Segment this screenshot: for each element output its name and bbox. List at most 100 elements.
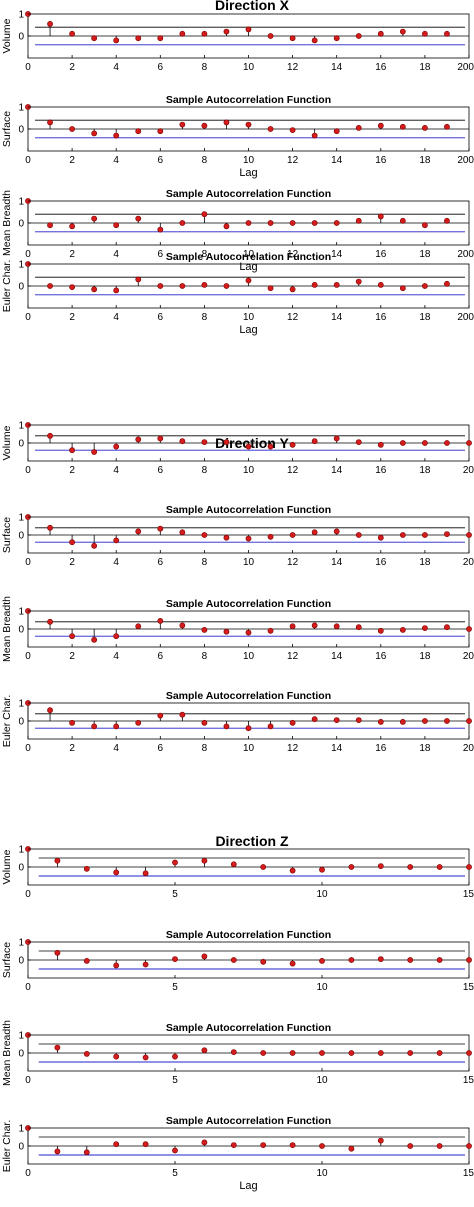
stem-marker [289, 623, 296, 630]
y-tick-label: 1 [18, 938, 24, 949]
stem-marker [399, 123, 406, 130]
y-axis-label: Mean Breadth [1, 596, 13, 662]
x-tick-label: 200 [457, 249, 474, 260]
stem-marker [267, 33, 274, 39]
x-tick-label: 2 [69, 651, 75, 662]
stem-marker [83, 958, 90, 964]
x-tick-label: 15 [463, 982, 474, 993]
stem-marker [245, 277, 252, 284]
x-tick-label: 8 [202, 155, 208, 166]
stem-marker [399, 719, 406, 725]
stem-marker [223, 28, 230, 35]
y-axis-label: Surface [1, 111, 13, 147]
stem-marker [113, 633, 120, 640]
stem-marker [311, 716, 318, 723]
stem-marker [113, 962, 120, 969]
x-tick-label: 0 [25, 651, 31, 662]
stem-marker [260, 958, 267, 965]
x-tick-label: 0 [25, 982, 31, 993]
stem-marker [157, 226, 164, 233]
stem-marker [157, 128, 164, 135]
x-tick-label: 10 [243, 155, 255, 166]
stem-marker [135, 719, 142, 726]
stem-marker [407, 1143, 414, 1149]
x-tick-label: 16 [375, 312, 387, 323]
stem-marker [91, 542, 98, 549]
x-tick-label: 18 [419, 155, 431, 166]
stem-marker [230, 1049, 237, 1055]
stem-marker [289, 35, 296, 42]
y-tick-label: 1 [18, 1124, 24, 1135]
x-tick-label: 0 [25, 557, 31, 568]
x-tick-label: 200 [457, 155, 474, 166]
stem-marker [179, 711, 186, 718]
stem-marker [319, 958, 325, 964]
stem-marker [245, 629, 252, 636]
stem-marker [113, 1141, 120, 1148]
y-axis-label: Euler Char. [1, 695, 13, 748]
x-tick-label: 20 [463, 743, 474, 754]
x-tick-label: 20 [463, 465, 474, 476]
stem-marker [333, 128, 340, 135]
y-axis-label: Surface [1, 517, 13, 553]
section-title-x: Direction X [215, 0, 290, 13]
stem-marker [377, 441, 384, 448]
stem-marker [421, 125, 428, 131]
stem-marker [157, 35, 164, 42]
stem-marker [179, 30, 186, 37]
x-tick-label: 10 [243, 743, 255, 754]
stem-marker [355, 439, 362, 445]
y-tick-label: 1 [18, 845, 24, 856]
stem-marker [466, 1050, 472, 1056]
x-tick-label: 2 [69, 155, 75, 166]
stem-marker [201, 211, 208, 218]
x-tick-label: 18 [419, 651, 431, 662]
x-tick-label: 0 [25, 1075, 31, 1086]
y-axis-label: Mean Breadth [1, 190, 13, 256]
stem-marker [377, 863, 384, 869]
stem-marker [436, 957, 443, 963]
y-tick-label: 1 [18, 699, 24, 710]
x-tick-label: 2 [69, 465, 75, 476]
stem-marker [113, 1053, 120, 1060]
x-tick-label: 10 [316, 982, 328, 993]
stem-marker [201, 857, 208, 864]
subplot-title: Sample Autocorrelation Function [166, 94, 331, 106]
stem-marker [333, 281, 340, 288]
stem-marker [201, 627, 208, 633]
stem-marker [135, 528, 142, 535]
stem-marker [289, 719, 296, 726]
x-axis-label: Lag [239, 167, 257, 179]
y-tick-label: 0 [18, 439, 24, 450]
stem-marker [113, 723, 120, 730]
stem-marker [444, 280, 450, 287]
stem-marker [69, 719, 75, 726]
x-tick-label: 12 [287, 465, 299, 476]
y-tick-label: 0 [18, 282, 24, 293]
x-tick-label: 10 [243, 312, 255, 323]
x-tick-label: 8 [202, 249, 208, 260]
stem-marker [377, 719, 384, 725]
subplot-title: Sample Autocorrelation Function [166, 929, 331, 941]
stem-marker [399, 217, 406, 224]
x-tick-label: 10 [243, 249, 255, 260]
y-tick-label: 0 [18, 956, 24, 967]
x-tick-label: 10 [316, 889, 328, 900]
stem-marker [69, 223, 75, 230]
stem-marker [54, 949, 61, 956]
x-tick-label: 12 [287, 743, 299, 754]
stem-marker [311, 529, 318, 536]
stem-marker [421, 283, 428, 289]
x-tick-label: 14 [331, 249, 343, 260]
stem-marker [91, 636, 98, 643]
stem-marker [223, 534, 230, 541]
x-tick-label: 5 [172, 889, 178, 900]
stem-marker [179, 283, 186, 289]
stem-marker [333, 528, 340, 535]
stem-marker [91, 130, 98, 137]
stem-marker [69, 539, 75, 546]
x-tick-label: 16 [375, 465, 387, 476]
stem-marker [47, 283, 53, 289]
stem-marker [201, 30, 208, 37]
